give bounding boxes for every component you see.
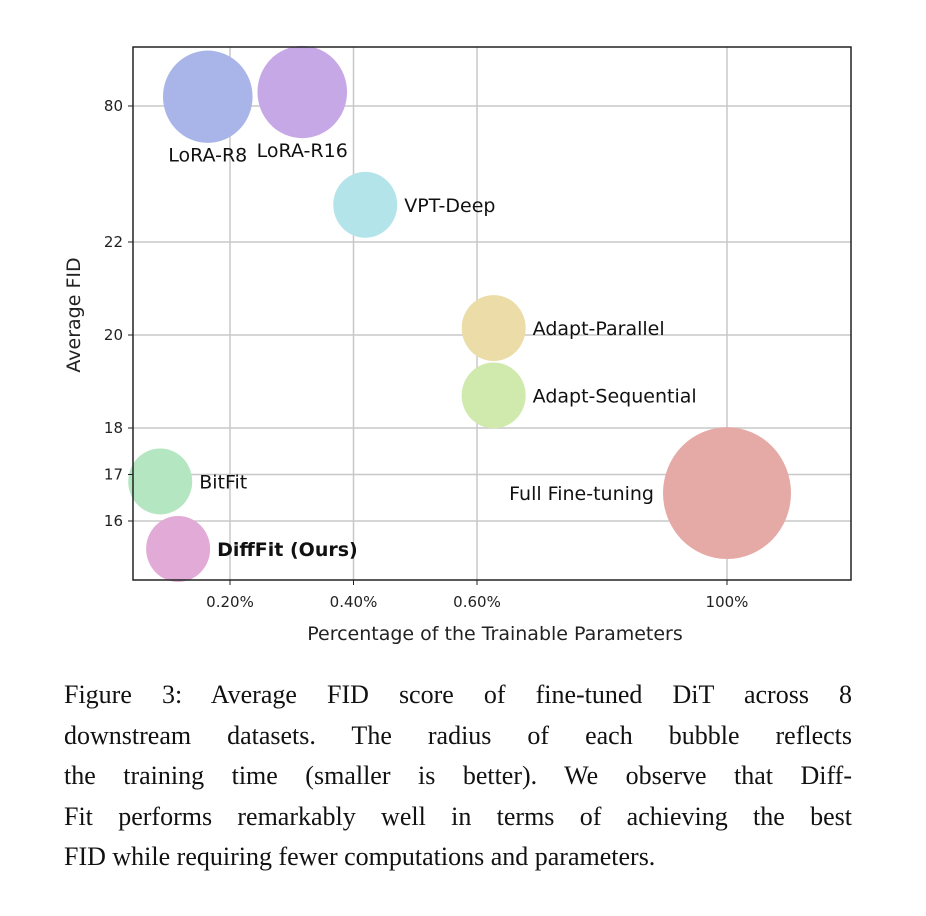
y-axis-label: Average FID	[63, 257, 85, 372]
x-tick-label: 0.20%	[206, 593, 254, 611]
y-tick-label: 80	[104, 97, 123, 115]
grid	[133, 47, 851, 580]
bubble-lora-r16	[257, 45, 348, 139]
bubble-label: BitFit	[199, 471, 247, 493]
caption-line: FID while requiring fewer computations a…	[64, 842, 656, 871]
caption-line: the training time (smaller is better). W…	[64, 761, 852, 790]
caption-line: Fit performs remarkably well in terms of…	[64, 801, 852, 831]
figure-caption: Figure 3: Average FID score of fine-tune…	[64, 675, 852, 878]
caption-line: Figure 3: Average FID score of fine-tune…	[64, 680, 852, 709]
y-tick-label: 17	[104, 466, 123, 484]
bubble-label: VPT-Deep	[404, 195, 495, 217]
y-tick-label: 20	[104, 326, 123, 344]
bubble-label: Adapt-Parallel	[533, 318, 665, 340]
bubble-lora-r8	[162, 50, 253, 143]
x-axis-label: Percentage of the Trainable Parameters	[307, 623, 683, 645]
x-tick-label: 0.40%	[330, 593, 378, 611]
plot-frame	[132, 46, 852, 581]
y-tick-label: 18	[104, 419, 123, 437]
y-tick-label: 16	[104, 512, 123, 530]
bubble-label: Full Fine-tuning	[509, 483, 654, 505]
bubble-adapt-parallel	[461, 295, 526, 361]
x-ticks: 0.20% 0.40% 0.60% 100%	[206, 580, 748, 611]
x-tick-label: 100%	[706, 593, 749, 611]
y-tick-label: 22	[104, 233, 123, 251]
bubble-bitfit	[128, 448, 193, 515]
bubble-difffit-ours-	[146, 515, 211, 582]
x-tick-label: 0.60%	[453, 593, 501, 611]
y-ticks: 16 17 18 20 22 80	[104, 97, 133, 530]
bubble-full-fine-tuning	[663, 427, 791, 560]
bubble-chart: LoRA-R8 LoRA-R16 VPT-Deep Adapt-Parallel Ada…	[63, 45, 852, 645]
bubble-label: LoRA-R16	[257, 140, 348, 162]
bubbles: LoRA-R8 LoRA-R16 VPT-Deep Adapt-Parallel Ada…	[128, 45, 791, 582]
bubble-label: LoRA-R8	[168, 145, 247, 167]
bubble-vpt-deep	[333, 171, 398, 238]
bubble-label: Adapt-Sequential	[533, 385, 697, 407]
bubble-adapt-sequential	[461, 362, 526, 429]
caption-line: downstream datasets. The radius of each …	[64, 720, 852, 750]
bubble-label: DiffFit (Ours)	[217, 539, 358, 561]
